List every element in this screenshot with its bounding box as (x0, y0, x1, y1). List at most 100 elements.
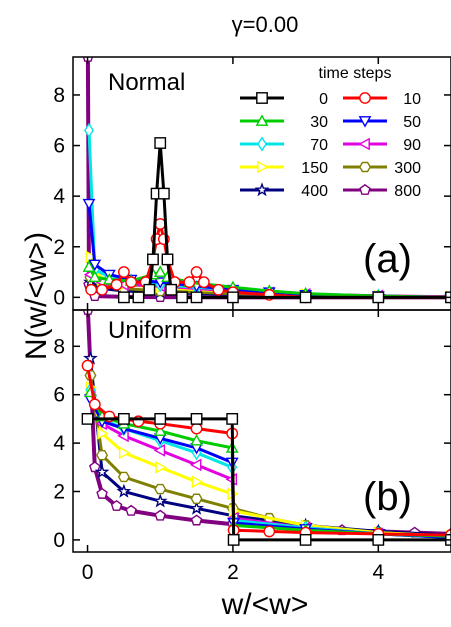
series-150-point-2 (119, 446, 131, 460)
y-axis-title: N(w/<w>) (20, 232, 53, 360)
series-400-point-4 (189, 500, 204, 515)
series-10-point-12 (183, 276, 196, 289)
legend-marker-150 (257, 160, 269, 174)
series-10-point-15 (212, 283, 225, 296)
series-0-point-3 (147, 253, 159, 266)
legend-marker-90 (358, 137, 370, 151)
series-0-point-7 (372, 534, 385, 546)
axes-frame (72, 309, 451, 553)
legend-label-30: 30 (310, 114, 328, 131)
series-0-point-5 (154, 137, 167, 149)
legend-label-70: 70 (310, 137, 328, 154)
series-0-point-6 (157, 187, 170, 200)
series-300-point-3 (154, 483, 167, 495)
series-0-point-12 (299, 291, 312, 304)
series-300-point-2 (117, 471, 130, 483)
series-30-point-5 (153, 265, 167, 277)
y-tick-label-8: 8 (53, 335, 65, 358)
x-tick-label-2: 2 (227, 561, 239, 584)
series-30-point-0 (82, 260, 96, 272)
series-0-point-11 (227, 291, 239, 304)
legend-label-90: 90 (403, 137, 421, 154)
series-400-point-3 (152, 493, 168, 508)
series-150-point-3 (155, 460, 167, 474)
series-150-point-0 (85, 250, 98, 264)
series-0-point-7 (161, 253, 174, 266)
panel-label: (a) (363, 237, 412, 281)
series-10-point-5 (190, 422, 203, 435)
series-800-point-1 (89, 461, 101, 473)
series-line-150 (88, 387, 451, 538)
y-tick-label-4: 4 (53, 432, 65, 455)
plot-area (82, 57, 451, 305)
series-10-point-0 (85, 283, 98, 296)
y-tick-label-2: 2 (53, 236, 65, 259)
series-10-point-1 (96, 283, 108, 296)
series-800-point-6 (190, 514, 203, 526)
series-150-point-1 (97, 427, 109, 440)
series-0-point-6 (299, 534, 312, 546)
series-10-point-0 (81, 359, 94, 372)
y-tick-label-0: 0 (53, 286, 65, 309)
series-10-point-13 (190, 266, 203, 278)
series-30-point-1 (88, 270, 102, 282)
series-10-point-14 (197, 276, 210, 289)
legend-label-150: 150 (301, 160, 328, 177)
series-30-point-4 (190, 434, 203, 446)
y-tick-label-0: 0 (53, 529, 65, 552)
legend-marker-300 (358, 161, 372, 173)
legend-label-50: 50 (403, 114, 421, 131)
x-tick-label-4: 4 (372, 561, 384, 584)
panel-b: 0 2 4 6 8 0 2 4 Uniform (b) (53, 309, 451, 584)
legend-label-800: 800 (394, 183, 421, 200)
series-0-point-5 (227, 534, 240, 546)
figure-title: γ=0.00 (232, 12, 299, 37)
series-0-point-9 (176, 291, 188, 304)
series-50-point-0 (82, 198, 96, 211)
panel-name: Normal (108, 69, 185, 96)
series-0-point-1 (117, 413, 130, 425)
legend-marker-400 (254, 182, 270, 197)
series-0-point-0 (117, 291, 130, 304)
series-90-point-4 (189, 458, 202, 472)
series-150-point-4 (191, 475, 204, 489)
y-tick-label-4: 4 (53, 185, 65, 208)
series-0-point-4 (226, 413, 239, 425)
series-0-point-0 (81, 413, 94, 425)
series-30-point-3 (153, 424, 167, 436)
series-10-point-8 (263, 525, 276, 538)
legend-label-400: 400 (301, 183, 328, 200)
series-400-point-2 (116, 483, 132, 498)
series-800-point-2 (96, 487, 108, 499)
series-0-point-13 (372, 291, 385, 304)
series-90-point-3 (153, 443, 166, 457)
series-800-point-5 (154, 509, 166, 521)
y-tick-label-8: 8 (53, 84, 65, 107)
series-50-point-1 (88, 259, 102, 272)
series-0-point-1 (132, 291, 145, 304)
legend-label-10: 10 (403, 91, 421, 108)
series-10-point-1 (88, 398, 101, 411)
legend-title: time steps (319, 65, 392, 82)
panel-label: (b) (363, 475, 412, 519)
panels: 0 2 4 6 8 Normal (a) 0 2 4 6 8 0 2 4 Uniform (b) time ste… (53, 56, 451, 584)
series-800-point-3 (110, 499, 123, 511)
legend-marker-30 (255, 114, 269, 126)
series-0-point-2 (143, 283, 156, 296)
y-tick-label-2: 2 (53, 481, 65, 504)
legend-label-300: 300 (394, 160, 421, 177)
series-300-point-1 (96, 449, 109, 461)
series-800-point-4 (125, 504, 137, 516)
legend-marker-0 (256, 92, 268, 104)
x-tick-label-0: 0 (82, 561, 94, 584)
x-axis-title: w/<w> (221, 588, 309, 621)
legend: time steps 0 10 30 50 70 90 150 300 400 800 (240, 65, 421, 200)
series-0-point-3 (190, 413, 203, 425)
legend-marker-800 (359, 183, 371, 195)
series-10-point-3 (117, 266, 130, 278)
plot-area (81, 310, 451, 546)
y-tick-label-6: 6 (53, 135, 65, 158)
series-10-point-2 (110, 278, 123, 291)
series-0-point-2 (154, 413, 167, 425)
